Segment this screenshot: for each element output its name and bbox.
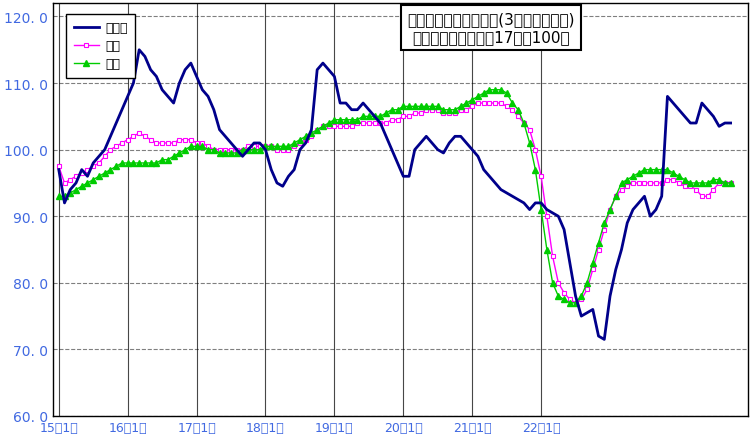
鳥取県 — [290, 168, 299, 173]
中国 — [54, 164, 63, 170]
鳥取県 — [577, 314, 586, 319]
全国 — [54, 194, 63, 199]
全国 — [726, 181, 735, 186]
全国 — [583, 280, 592, 286]
鳥取県 — [129, 81, 138, 86]
鳥取県 — [726, 121, 735, 126]
鳥取県 — [54, 168, 63, 173]
中国 — [474, 101, 483, 106]
中国 — [525, 128, 534, 133]
Line: 鳥取県: 鳥取県 — [59, 51, 731, 339]
Line: 中国: 中国 — [56, 101, 733, 306]
中国 — [583, 287, 592, 293]
全国 — [192, 145, 201, 150]
中国 — [726, 181, 735, 186]
鳥取県 — [525, 208, 534, 213]
Line: 全国: 全国 — [56, 88, 733, 306]
中国 — [192, 141, 201, 146]
Text: 鉱工業生産指数の推移(3ヶ月移動平均)
（季節調整済、平成17年＝100）: 鉱工業生産指数の推移(3ヶ月移動平均) （季節調整済、平成17年＝100） — [407, 12, 575, 45]
中国 — [284, 148, 293, 153]
全国 — [129, 161, 138, 166]
全国 — [594, 240, 603, 246]
全国 — [566, 300, 575, 306]
全国 — [485, 88, 494, 93]
中国 — [129, 134, 138, 140]
Legend: 鳥取県, 中国, 全国: 鳥取県, 中国, 全国 — [66, 14, 135, 78]
中国 — [571, 300, 580, 306]
全国 — [525, 141, 534, 146]
鳥取県 — [135, 48, 144, 53]
鳥取県 — [588, 307, 597, 312]
中国 — [594, 247, 603, 253]
鳥取県 — [198, 88, 207, 93]
鳥取県 — [600, 337, 609, 342]
全国 — [284, 145, 293, 150]
